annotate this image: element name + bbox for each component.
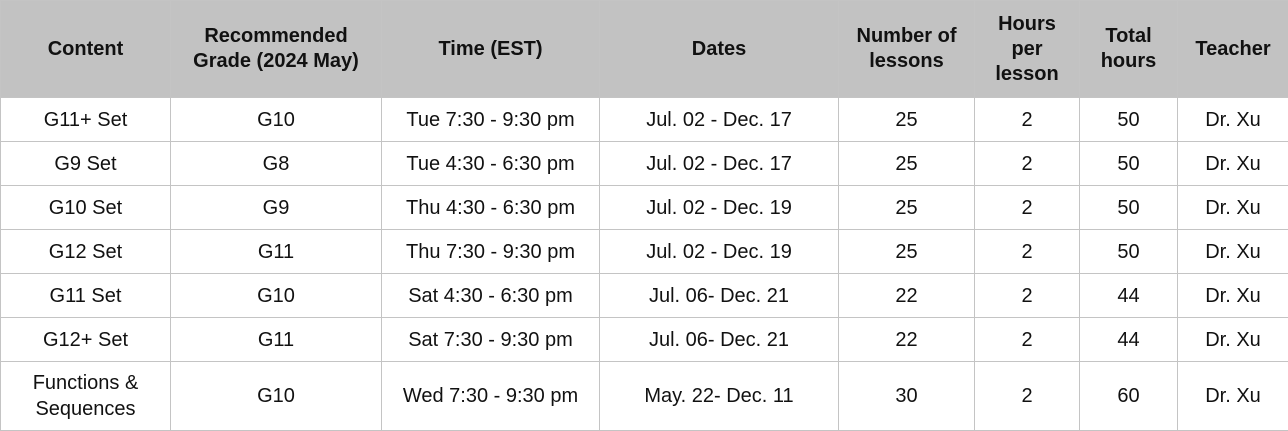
cell-dates: Jul. 02 - Dec. 19 [600, 230, 839, 274]
header-time: Time (EST) [382, 1, 600, 98]
cell-dates: Jul. 06- Dec. 21 [600, 274, 839, 318]
cell-lessons: 25 [839, 142, 975, 186]
cell-content: G9 Set [1, 142, 171, 186]
cell-content: Functions & Sequences [1, 362, 171, 431]
cell-teacher: Dr. Xu [1178, 318, 1288, 362]
cell-time: Sat 7:30 - 9:30 pm [382, 318, 600, 362]
cell-hours-per-lesson: 2 [975, 186, 1080, 230]
header-recommended-grade: Recommended Grade (2024 May) [171, 1, 382, 98]
cell-hours-per-lesson: 2 [975, 98, 1080, 142]
header-dates: Dates [600, 1, 839, 98]
table-row: G11+ Set G10 Tue 7:30 - 9:30 pm Jul. 02 … [1, 98, 1288, 142]
table-row: G11 Set G10 Sat 4:30 - 6:30 pm Jul. 06- … [1, 274, 1288, 318]
cell-lessons: 25 [839, 186, 975, 230]
cell-lessons: 25 [839, 98, 975, 142]
cell-dates: Jul. 02 - Dec. 17 [600, 98, 839, 142]
cell-total-hours: 60 [1080, 362, 1178, 431]
cell-dates: Jul. 02 - Dec. 19 [600, 186, 839, 230]
cell-grade: G9 [171, 186, 382, 230]
table-row: G9 Set G8 Tue 4:30 - 6:30 pm Jul. 02 - D… [1, 142, 1288, 186]
cell-time: Sat 4:30 - 6:30 pm [382, 274, 600, 318]
cell-total-hours: 50 [1080, 98, 1178, 142]
cell-content: G11 Set [1, 274, 171, 318]
cell-grade: G11 [171, 318, 382, 362]
cell-time: Thu 7:30 - 9:30 pm [382, 230, 600, 274]
cell-grade: G10 [171, 274, 382, 318]
cell-total-hours: 50 [1080, 230, 1178, 274]
cell-lessons: 30 [839, 362, 975, 431]
cell-total-hours: 50 [1080, 186, 1178, 230]
cell-content: G12 Set [1, 230, 171, 274]
table-row: G12 Set G11 Thu 7:30 - 9:30 pm Jul. 02 -… [1, 230, 1288, 274]
cell-teacher: Dr. Xu [1178, 230, 1288, 274]
cell-total-hours: 50 [1080, 142, 1178, 186]
cell-content: G11+ Set [1, 98, 171, 142]
header-number-of-lessons: Number of lessons [839, 1, 975, 98]
cell-total-hours: 44 [1080, 274, 1178, 318]
cell-hours-per-lesson: 2 [975, 362, 1080, 431]
cell-content: G10 Set [1, 186, 171, 230]
cell-dates: Jul. 06- Dec. 21 [600, 318, 839, 362]
cell-teacher: Dr. Xu [1178, 142, 1288, 186]
cell-time: Thu 4:30 - 6:30 pm [382, 186, 600, 230]
cell-grade: G10 [171, 362, 382, 431]
header-total-hours: Total hours [1080, 1, 1178, 98]
cell-total-hours: 44 [1080, 318, 1178, 362]
cell-grade: G10 [171, 98, 382, 142]
cell-teacher: Dr. Xu [1178, 186, 1288, 230]
cell-lessons: 22 [839, 318, 975, 362]
table-row: Functions & Sequences G10 Wed 7:30 - 9:3… [1, 362, 1288, 431]
cell-hours-per-lesson: 2 [975, 230, 1080, 274]
cell-hours-per-lesson: 2 [975, 274, 1080, 318]
cell-teacher: Dr. Xu [1178, 362, 1288, 431]
cell-teacher: Dr. Xu [1178, 98, 1288, 142]
table-row: G12+ Set G11 Sat 7:30 - 9:30 pm Jul. 06-… [1, 318, 1288, 362]
cell-grade: G11 [171, 230, 382, 274]
cell-lessons: 25 [839, 230, 975, 274]
cell-content: G12+ Set [1, 318, 171, 362]
cell-dates: May. 22- Dec. 11 [600, 362, 839, 431]
header-teacher: Teacher [1178, 1, 1288, 98]
cell-lessons: 22 [839, 274, 975, 318]
header-row: Content Recommended Grade (2024 May) Tim… [1, 1, 1288, 98]
header-content: Content [1, 1, 171, 98]
cell-teacher: Dr. Xu [1178, 274, 1288, 318]
cell-time: Tue 4:30 - 6:30 pm [382, 142, 600, 186]
cell-dates: Jul. 02 - Dec. 17 [600, 142, 839, 186]
cell-hours-per-lesson: 2 [975, 142, 1080, 186]
cell-grade: G8 [171, 142, 382, 186]
header-hours-per-lesson: Hours per lesson [975, 1, 1080, 98]
cell-time: Tue 7:30 - 9:30 pm [382, 98, 600, 142]
cell-hours-per-lesson: 2 [975, 318, 1080, 362]
table-row: G10 Set G9 Thu 4:30 - 6:30 pm Jul. 02 - … [1, 186, 1288, 230]
cell-time: Wed 7:30 - 9:30 pm [382, 362, 600, 431]
